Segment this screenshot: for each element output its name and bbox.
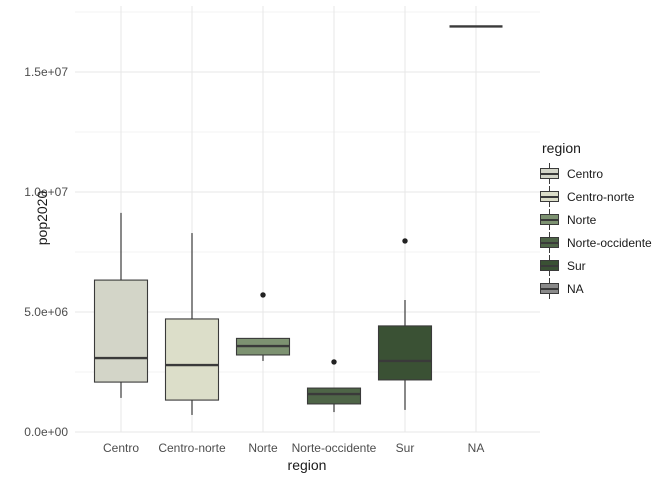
y-tick-label: 5.0e+06 xyxy=(24,305,68,319)
legend-items: Centro Centro-norte Norte Norte-occidente Su… xyxy=(540,162,652,300)
outlier-point-norte xyxy=(260,292,266,298)
x-tick-label: NA xyxy=(467,441,485,455)
x-tick-label: Sur xyxy=(395,441,415,455)
legend-item: Sur xyxy=(540,254,652,277)
box-centro-norte xyxy=(164,318,220,401)
legend-item: Norte xyxy=(540,208,652,231)
legend-key-median xyxy=(541,196,558,198)
legend-item-label: Centro xyxy=(567,166,604,181)
legend-key-box xyxy=(540,237,559,248)
outlier-point-sur xyxy=(402,238,408,244)
x-tick-label: Centro xyxy=(102,441,140,455)
legend-item: NA xyxy=(540,277,652,300)
y-tick-label: 0.0e+00 xyxy=(24,425,68,439)
legend-item: Centro-norte xyxy=(540,185,652,208)
legend-key-median xyxy=(541,288,558,290)
y-axis-title: pop2020 xyxy=(34,190,50,246)
legend-key-box xyxy=(540,214,559,225)
x-tick-label: Norte-occidente xyxy=(291,441,377,455)
legend-key-box xyxy=(540,168,559,179)
x-axis-title: region xyxy=(287,457,327,473)
box-norte-occidente xyxy=(306,387,362,405)
legend-key-boxplot-icon xyxy=(540,209,559,230)
legend-item-label: Norte xyxy=(567,212,597,227)
outlier-point-norte-occidente xyxy=(331,359,337,365)
box-sur xyxy=(377,325,433,381)
legend-title: region xyxy=(542,140,581,156)
legend-key-boxplot-icon xyxy=(540,163,559,184)
legend-item-label: Centro-norte xyxy=(567,189,635,204)
x-tick-label: Norte xyxy=(248,441,278,455)
legend-item-label: NA xyxy=(567,281,584,296)
legend-item-label: Sur xyxy=(567,258,586,273)
legend-key-boxplot-icon xyxy=(540,186,559,207)
x-tick-label: Centro-norte xyxy=(158,441,226,455)
legend-item-label: Norte-occidente xyxy=(567,235,652,250)
legend-key-box xyxy=(540,191,559,202)
box-centro xyxy=(93,279,149,383)
legend-key-boxplot-icon xyxy=(540,255,559,276)
legend-item: Centro xyxy=(540,162,652,185)
legend-key-boxplot-icon xyxy=(540,278,559,299)
y-tick-label: 1.0e+07 xyxy=(24,185,68,199)
legend-key-box xyxy=(540,260,559,271)
legend-key-median xyxy=(541,219,558,221)
legend-item: Norte-occidente xyxy=(540,231,652,254)
y-tick-label: 1.5e+07 xyxy=(24,65,68,79)
legend-key-boxplot-icon xyxy=(540,232,559,253)
legend-key-median xyxy=(541,242,558,244)
legend-key-median xyxy=(541,173,558,175)
legend: region Centro Centro-norte Norte Norte-occi… xyxy=(540,140,652,300)
legend-key-box xyxy=(540,283,559,294)
legend-key-median xyxy=(541,265,558,267)
